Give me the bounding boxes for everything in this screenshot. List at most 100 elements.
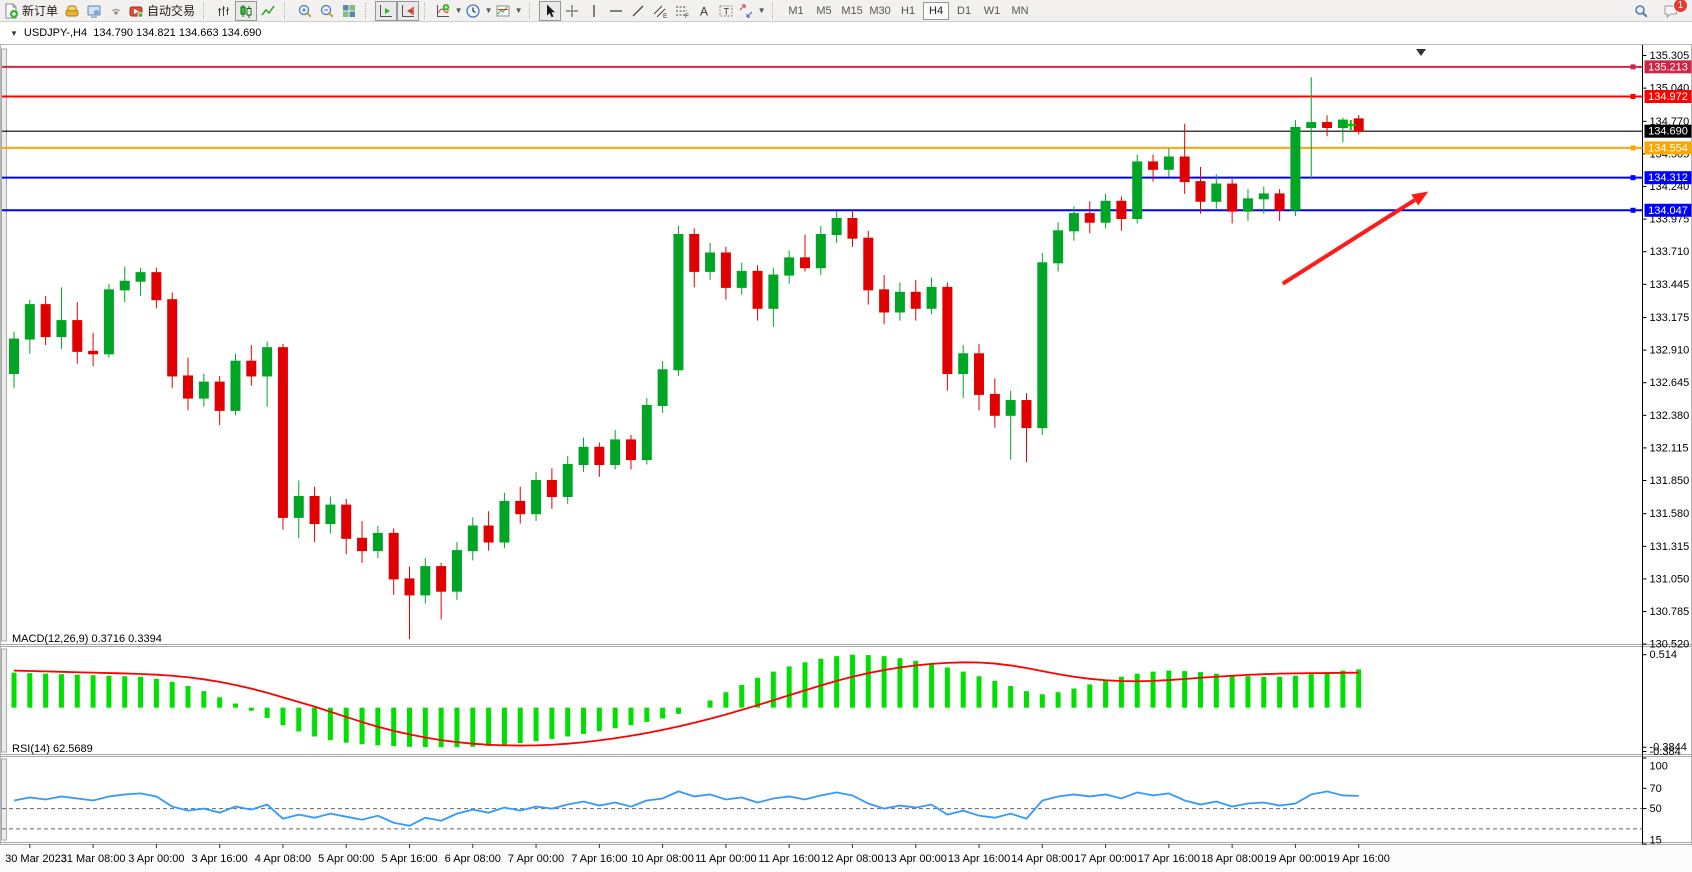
candle <box>611 440 620 465</box>
signals-button[interactable] <box>105 1 127 21</box>
price-tick-label: 131.580 <box>1650 508 1690 520</box>
textT-icon: T <box>718 3 734 19</box>
timeframe-button-h4[interactable]: H4 <box>923 2 949 20</box>
candle <box>532 481 541 514</box>
macd-histogram-bar <box>360 708 365 745</box>
candle <box>247 361 256 376</box>
autotrading-button[interactable]: 自动交易 <box>127 1 198 21</box>
timeframe-button-h1[interactable]: H1 <box>895 2 921 20</box>
candle <box>405 579 414 595</box>
price-chart[interactable]: 135.305135.040134.770134.505134.240133.9… <box>0 22 1692 872</box>
notifications-button[interactable]: 1 <box>1660 1 1682 21</box>
arrows-button[interactable]: ▼ <box>737 1 767 21</box>
new-order-button[interactable]: 新订单 <box>2 1 61 21</box>
bar-chart-button[interactable] <box>213 1 235 21</box>
line-chart-button[interactable] <box>257 1 279 21</box>
indicators-icon <box>435 3 451 19</box>
label-button[interactable]: T <box>715 1 737 21</box>
time-label: 11 Apr 00:00 <box>695 853 757 865</box>
rsi-axis-label: 50 <box>1650 803 1662 815</box>
resistance-line-2-handle[interactable] <box>1631 94 1636 99</box>
pane-grip[interactable] <box>2 649 7 752</box>
timeframe-button-m15[interactable]: M15 <box>839 2 865 20</box>
charts-gallery-button[interactable] <box>61 1 83 21</box>
price-tick-label: 135.305 <box>1650 50 1690 62</box>
candle <box>421 567 430 595</box>
dropdown-arrow-icon[interactable]: ▼ <box>514 6 523 15</box>
notification-badge: 1 <box>1673 0 1688 13</box>
timeframe-button-m1[interactable]: M1 <box>783 2 809 20</box>
tile-windows-button[interactable] <box>338 1 360 21</box>
macd-indicator-label: MACD(12,26,9) 0.3716 0.3394 <box>12 633 162 645</box>
zoom-in-button[interactable] <box>294 1 316 21</box>
macd-histogram-bar <box>233 704 238 708</box>
cursor-button[interactable] <box>539 1 561 21</box>
rsi-indicator-label: RSI(14) 62.5689 <box>12 743 93 755</box>
crosshair-button[interactable] <box>561 1 583 21</box>
candle <box>690 235 699 272</box>
indicators-button[interactable]: ▼ <box>434 1 464 21</box>
vertical-line-button[interactable] <box>583 1 605 21</box>
candle <box>848 219 857 239</box>
timeframe-button-d1[interactable]: D1 <box>951 2 977 20</box>
channel-button[interactable]: E <box>649 1 671 21</box>
candle <box>1180 157 1189 182</box>
pane-grip[interactable] <box>2 759 7 840</box>
text-button[interactable]: A <box>693 1 715 21</box>
toolbar-separator <box>772 3 777 19</box>
candle <box>1164 157 1173 169</box>
zoom-out-button[interactable] <box>316 1 338 21</box>
chart-title[interactable]: ▼ USDJPY-,H4 134.790 134.821 134.663 134… <box>10 27 261 39</box>
chart-shift-button[interactable] <box>397 1 419 21</box>
price-line-badge-label: 134.972 <box>1648 91 1688 103</box>
horizontal-line-button[interactable] <box>605 1 627 21</box>
periods-button[interactable]: ▼ <box>464 1 494 21</box>
dropdown-arrow-icon[interactable]: ▼ <box>454 6 463 15</box>
support-line-1-handle[interactable] <box>1631 175 1636 180</box>
price-tick-label: 132.115 <box>1650 442 1689 454</box>
timeframe-button-mn[interactable]: MN <box>1007 2 1033 20</box>
timeframe-button-m5[interactable]: M5 <box>811 2 837 20</box>
price-line-badge-label: 134.047 <box>1648 205 1688 217</box>
timeframe-button-m30[interactable]: M30 <box>867 2 893 20</box>
macd-histogram-bar <box>1230 675 1235 707</box>
macd-histogram-bar <box>502 708 507 745</box>
svg-text:E: E <box>663 13 668 19</box>
chart-dropdown-icon[interactable]: ▼ <box>10 29 18 38</box>
macd-histogram-bar <box>106 676 111 708</box>
search-button[interactable] <box>1630 1 1652 21</box>
candle <box>136 273 145 282</box>
time-label: 7 Apr 16:00 <box>571 853 627 865</box>
time-label: 30 Mar 2023 <box>5 853 67 865</box>
macd-axis-label: 0.514 <box>1650 649 1678 661</box>
macd-histogram-bar <box>1340 671 1345 708</box>
candle <box>516 501 525 513</box>
price-tick-label: 132.910 <box>1650 345 1690 357</box>
trendline-button[interactable] <box>627 1 649 21</box>
price-tick-label: 131.315 <box>1650 541 1690 553</box>
macd-histogram-bar <box>803 662 808 707</box>
dropdown-arrow-icon[interactable]: ▼ <box>757 6 766 15</box>
resistance-line-1-handle[interactable] <box>1631 64 1636 69</box>
support-line-2-handle[interactable] <box>1631 208 1636 213</box>
pane-grip[interactable] <box>2 49 7 641</box>
macd-histogram-bar <box>549 708 554 739</box>
auto-scroll-button[interactable] <box>375 1 397 21</box>
hline-icon <box>608 3 624 19</box>
market-watch-button[interactable] <box>83 1 105 21</box>
templates-button[interactable]: ▼ <box>494 1 524 21</box>
candle <box>706 253 715 271</box>
candlestick-chart-button[interactable] <box>235 1 257 21</box>
pivot-line-handle[interactable] <box>1631 145 1636 150</box>
candle <box>452 551 461 592</box>
candle <box>769 275 778 308</box>
timeframe-button-w1[interactable]: W1 <box>979 2 1005 20</box>
dropdown-arrow-icon[interactable]: ▼ <box>484 6 493 15</box>
candle <box>975 354 984 395</box>
macd-histogram-bar <box>708 700 713 707</box>
fibonacci-button[interactable]: F <box>671 1 693 21</box>
macd-histogram-bar <box>407 708 412 747</box>
autotrading-button-label: 自动交易 <box>147 2 197 19</box>
macd-histogram-bar <box>1261 677 1266 708</box>
